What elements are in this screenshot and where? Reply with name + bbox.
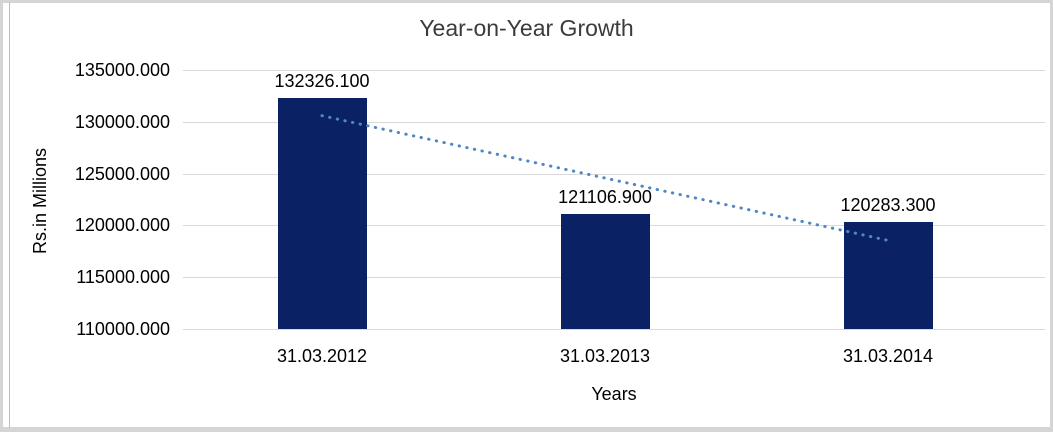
bar-value-label: 132326.100 (274, 70, 370, 91)
gridline (183, 174, 1045, 175)
y-tick-label: 125000.000 (74, 164, 170, 184)
x-tick-label: 31.03.2012 (276, 346, 368, 366)
trendline-path (320, 114, 890, 242)
x-axis-title: Years (591, 384, 637, 404)
y-tick-label: 115000.000 (76, 267, 170, 287)
bar-31.03.2014[interactable] (843, 222, 933, 329)
bar-31.03.2013[interactable] (560, 213, 650, 329)
y-tick-label: 135000.000 (74, 60, 170, 80)
bar-value-label: 120283.300 (840, 195, 936, 216)
chart-title: Year-on-Year Growth (419, 15, 634, 41)
x-tick-label: 31.03.2014 (842, 346, 934, 366)
gridline (183, 329, 1045, 330)
x-tick-label: 31.03.2013 (559, 346, 651, 366)
y-tick-label: 120000.000 (74, 215, 170, 235)
bar-value-label: 121106.900 (558, 186, 652, 207)
trendline[interactable] (183, 70, 1045, 329)
y-tick-label: 110000.000 (76, 319, 170, 339)
bar-31.03.2012[interactable] (277, 97, 367, 329)
gridline (183, 70, 1045, 71)
plot-area (183, 70, 1045, 330)
gridline (183, 122, 1045, 123)
frame-left-edge-line (9, 2, 10, 428)
y-tick-label: 130000.000 (74, 112, 170, 132)
